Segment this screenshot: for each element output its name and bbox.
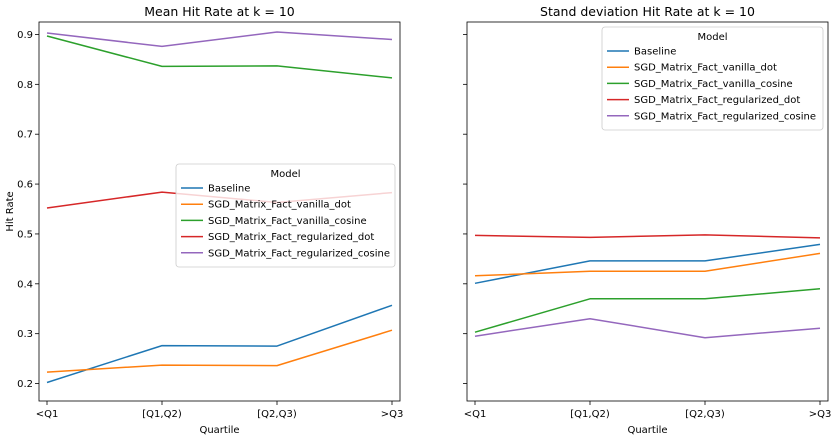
chart-title: Stand deviation Hit Rate at k = 10 bbox=[540, 4, 755, 19]
legend-title: Model bbox=[697, 32, 727, 43]
x-tick-label: <Q1 bbox=[36, 409, 59, 420]
y-axis-label: Hit Rate bbox=[5, 191, 16, 231]
legend-label: SGD_Matrix_Fact_regularized_dot bbox=[634, 95, 800, 106]
x-tick-label: [Q1,Q2) bbox=[570, 409, 610, 420]
series-line-3 bbox=[474, 288, 821, 333]
y-tick-label: 0.3 bbox=[17, 329, 33, 340]
x-tick-label: >Q3 bbox=[809, 409, 832, 420]
chart-panel-2: Stand deviation Hit Rate at k = 10 <Q1 [Q1… bbox=[463, 4, 831, 436]
x-tick-label: [Q2,Q3) bbox=[685, 409, 725, 420]
y-tick-label: 0.8 bbox=[17, 80, 33, 91]
legend-label: SGD_Matrix_Fact_vanilla_cosine bbox=[634, 79, 793, 90]
legend-label: SGD_Matrix_Fact_vanilla_cosine bbox=[208, 216, 367, 227]
axes-frame bbox=[466, 21, 829, 402]
x-tick-label: <Q1 bbox=[464, 409, 487, 420]
y-tick-label: 0.5 bbox=[17, 229, 33, 240]
x-tick-label: >Q3 bbox=[381, 409, 404, 420]
series-line-1 bbox=[474, 243, 821, 285]
y-tick-label: 0.2 bbox=[17, 379, 33, 390]
y-tick-label: 0.9 bbox=[17, 30, 33, 41]
legend-label: SGD_Matrix_Fact_regularized_dot bbox=[208, 232, 374, 243]
legend-box bbox=[601, 26, 824, 131]
axes-frame bbox=[38, 21, 401, 402]
legend-label: Baseline bbox=[208, 184, 250, 195]
legend-label: SGD_Matrix_Fact_vanilla_dot bbox=[634, 63, 777, 74]
series-line-2 bbox=[474, 252, 821, 277]
y-tick-label: 0.4 bbox=[17, 279, 33, 290]
legend-box bbox=[175, 163, 396, 268]
series-line-5 bbox=[46, 31, 393, 48]
legend: Model Baseline SGD_Matrix_Fact_vanilla_dot… bbox=[175, 163, 396, 268]
legend: Model Baseline SGD_Matrix_Fact_vanilla_dot… bbox=[601, 26, 824, 131]
legend-label: SGD_Matrix_Fact_vanilla_dot bbox=[208, 200, 351, 211]
y-tick-label: 0.6 bbox=[17, 180, 33, 191]
legend-label: SGD_Matrix_Fact_regularized_cosine bbox=[634, 111, 816, 122]
chart-panel-1: Mean Hit Rate at k = 10 0.2 0.3 0.4 0.5 0.6 0.… bbox=[5, 4, 403, 436]
chart-title: Mean Hit Rate at k = 10 bbox=[144, 4, 295, 19]
legend-label: SGD_Matrix_Fact_regularized_cosine bbox=[208, 248, 390, 259]
series-line-5 bbox=[474, 317, 821, 339]
legend-label: Baseline bbox=[634, 47, 676, 58]
x-axis-label: Quartile bbox=[627, 425, 667, 436]
series-line-3 bbox=[46, 35, 393, 79]
series-line-1 bbox=[46, 304, 393, 384]
y-tick-label: 0.7 bbox=[17, 130, 33, 141]
x-tick-label: [Q1,Q2) bbox=[142, 409, 182, 420]
series-line-2 bbox=[46, 329, 393, 373]
legend-title: Model bbox=[270, 169, 300, 180]
x-axis-label: Quartile bbox=[199, 425, 239, 436]
series-line-4 bbox=[474, 234, 821, 239]
x-tick-label: [Q2,Q3) bbox=[257, 409, 297, 420]
